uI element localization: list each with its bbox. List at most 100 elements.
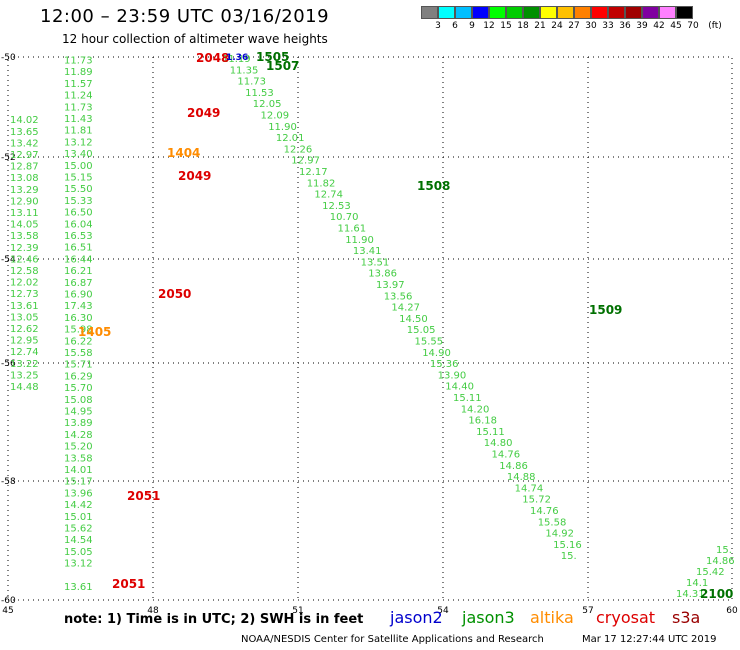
wave-height-value: 14.74 xyxy=(515,483,544,494)
scale-swatch xyxy=(574,6,591,19)
wave-height-value: 12.09 xyxy=(261,111,290,122)
wave-height-value: 14.80 xyxy=(484,438,513,449)
wave-height-value: 14.54 xyxy=(64,535,93,546)
wave-height-value: 16.87 xyxy=(64,278,93,289)
scale-label: 42 xyxy=(653,21,665,31)
wave-height-value: 13.12 xyxy=(64,559,93,570)
wave-height-value: 11.89 xyxy=(64,67,93,78)
wave-height-value: 15.58 xyxy=(64,348,93,359)
wave-height-value: 13.11 xyxy=(10,208,39,219)
wave-height-value: 15.58 xyxy=(538,517,567,528)
wave-height-value: 14.90 xyxy=(422,348,451,359)
footer-note: note: 1) Time is in UTC; 2) SWH is in fe… xyxy=(64,612,364,627)
x-tick-label: 48 xyxy=(147,606,159,616)
wave-height-value: 13.41 xyxy=(353,246,382,257)
wave-height-value: 14.42 xyxy=(64,500,93,511)
wave-height-value: 13.56 xyxy=(384,291,413,302)
wave-height-value: 11.90 xyxy=(345,235,374,246)
wave-height-value: 12.17 xyxy=(299,167,328,178)
wave-height-value: 11.73 xyxy=(64,56,93,67)
wave-height-value: 11.81 xyxy=(64,126,93,137)
wave-height-value: 15.62 xyxy=(64,524,93,535)
y-tick-label: -50 xyxy=(1,53,16,63)
wave-height-value: 15.16 xyxy=(553,540,582,551)
scale-label: 9 xyxy=(469,21,475,31)
wave-height-value: 14.88 xyxy=(507,472,536,483)
wave-height-value: 15.36 xyxy=(430,359,459,370)
wave-height-value: 13.08 xyxy=(10,173,39,184)
wave-height-value: 13.51 xyxy=(361,257,390,268)
wave-height-value: 14.86 xyxy=(499,461,528,472)
scale-swatch xyxy=(625,6,642,19)
wave-height-value: 15.55 xyxy=(415,337,444,348)
y-tick-label: -60 xyxy=(1,596,16,606)
plot-frame xyxy=(7,56,733,601)
wave-height-value: 11.57 xyxy=(64,79,93,90)
wave-height-value: 13.40 xyxy=(64,149,93,160)
wave-height-value: 15.72 xyxy=(522,495,551,506)
wave-height-value: 10.70 xyxy=(330,212,359,223)
scale-label: 33 xyxy=(602,21,614,31)
scale-swatch xyxy=(557,6,574,19)
satellite-legend-s3a: s3a xyxy=(672,608,701,627)
wave-height-value: 12.62 xyxy=(10,324,39,335)
wave-height-value: 15.50 xyxy=(64,184,93,195)
wave-height-value: 12.05 xyxy=(253,99,282,110)
scale-swatch xyxy=(540,6,557,19)
x-tick-label: 54 xyxy=(437,606,449,616)
pass-time-label: 2049 xyxy=(187,106,220,120)
wave-height-value: 11.19 xyxy=(222,54,251,65)
wave-height-value: 13.89 xyxy=(64,418,93,429)
wave-height-value: 11.24 xyxy=(64,91,93,102)
satellite-legend-jason2: jason2 xyxy=(390,608,443,627)
scale-swatch xyxy=(642,6,659,19)
wave-height-value: 13.25 xyxy=(10,370,39,381)
wave-height-value: 15.05 xyxy=(64,547,93,558)
wave-height-value: 15. xyxy=(716,545,732,556)
wave-height-value: 14.48 xyxy=(10,382,39,393)
pass-time-label: 1404 xyxy=(167,146,200,160)
wave-height-value: 15. xyxy=(561,551,577,562)
wave-height-value: 14.86 xyxy=(706,556,735,567)
footer-timestamp: Mar 17 12:27:44 UTC 2019 xyxy=(582,634,717,645)
scale-label: 21 xyxy=(534,21,546,31)
pass-time-label: 2049 xyxy=(178,169,211,183)
scale-swatch xyxy=(659,6,676,19)
wave-height-value: 16.21 xyxy=(64,266,93,277)
scale-label: 36 xyxy=(619,21,631,31)
wave-height-value: 13.65 xyxy=(10,127,39,138)
scale-swatch xyxy=(506,6,523,19)
y-tick-label: -58 xyxy=(1,477,16,487)
wave-height-value: 14.05 xyxy=(10,220,39,231)
scale-swatch xyxy=(472,6,489,19)
wave-height-value: 12.02 xyxy=(10,278,39,289)
scale-label: 70 xyxy=(687,21,699,31)
pass-time-label: 1509 xyxy=(589,303,622,317)
scale-swatch xyxy=(489,6,506,19)
wave-height-value: 16.44 xyxy=(64,254,93,265)
satellite-legend-altika: altika xyxy=(530,608,574,627)
wave-height-value: 14.31 xyxy=(676,589,705,600)
wave-height-value: 16.50 xyxy=(64,208,93,219)
y-tick-label: -54 xyxy=(1,255,16,265)
wave-height-value: 12.90 xyxy=(10,196,39,207)
wave-height-value: 16.53 xyxy=(64,231,93,242)
wave-height-value: 13.61 xyxy=(10,301,39,312)
wave-height-value: 16.04 xyxy=(64,219,93,230)
scale-swatch xyxy=(676,6,693,19)
wave-height-value: 12.74 xyxy=(10,347,39,358)
scale-unit: (ft) xyxy=(708,21,722,31)
wave-height-value: 13.90 xyxy=(438,370,467,381)
scale-swatch xyxy=(608,6,625,19)
wave-height-value: 16.51 xyxy=(64,243,93,254)
pass-time-label: 2051 xyxy=(112,577,145,591)
wave-height-value: 13.58 xyxy=(10,231,39,242)
y-tick-label: -56 xyxy=(1,359,16,369)
wave-height-value: 12.87 xyxy=(10,162,39,173)
color-scale: 3 6 9 12 15 18 21 24 27 30 33 36 39 42 45 70 (ft) xyxy=(421,6,722,33)
pass-time-label: 1508 xyxy=(417,179,450,193)
wave-height-value: 15.20 xyxy=(64,442,93,453)
wave-height-value: 13.61 xyxy=(64,582,93,593)
wave-height-value: 16.30 xyxy=(64,313,93,324)
